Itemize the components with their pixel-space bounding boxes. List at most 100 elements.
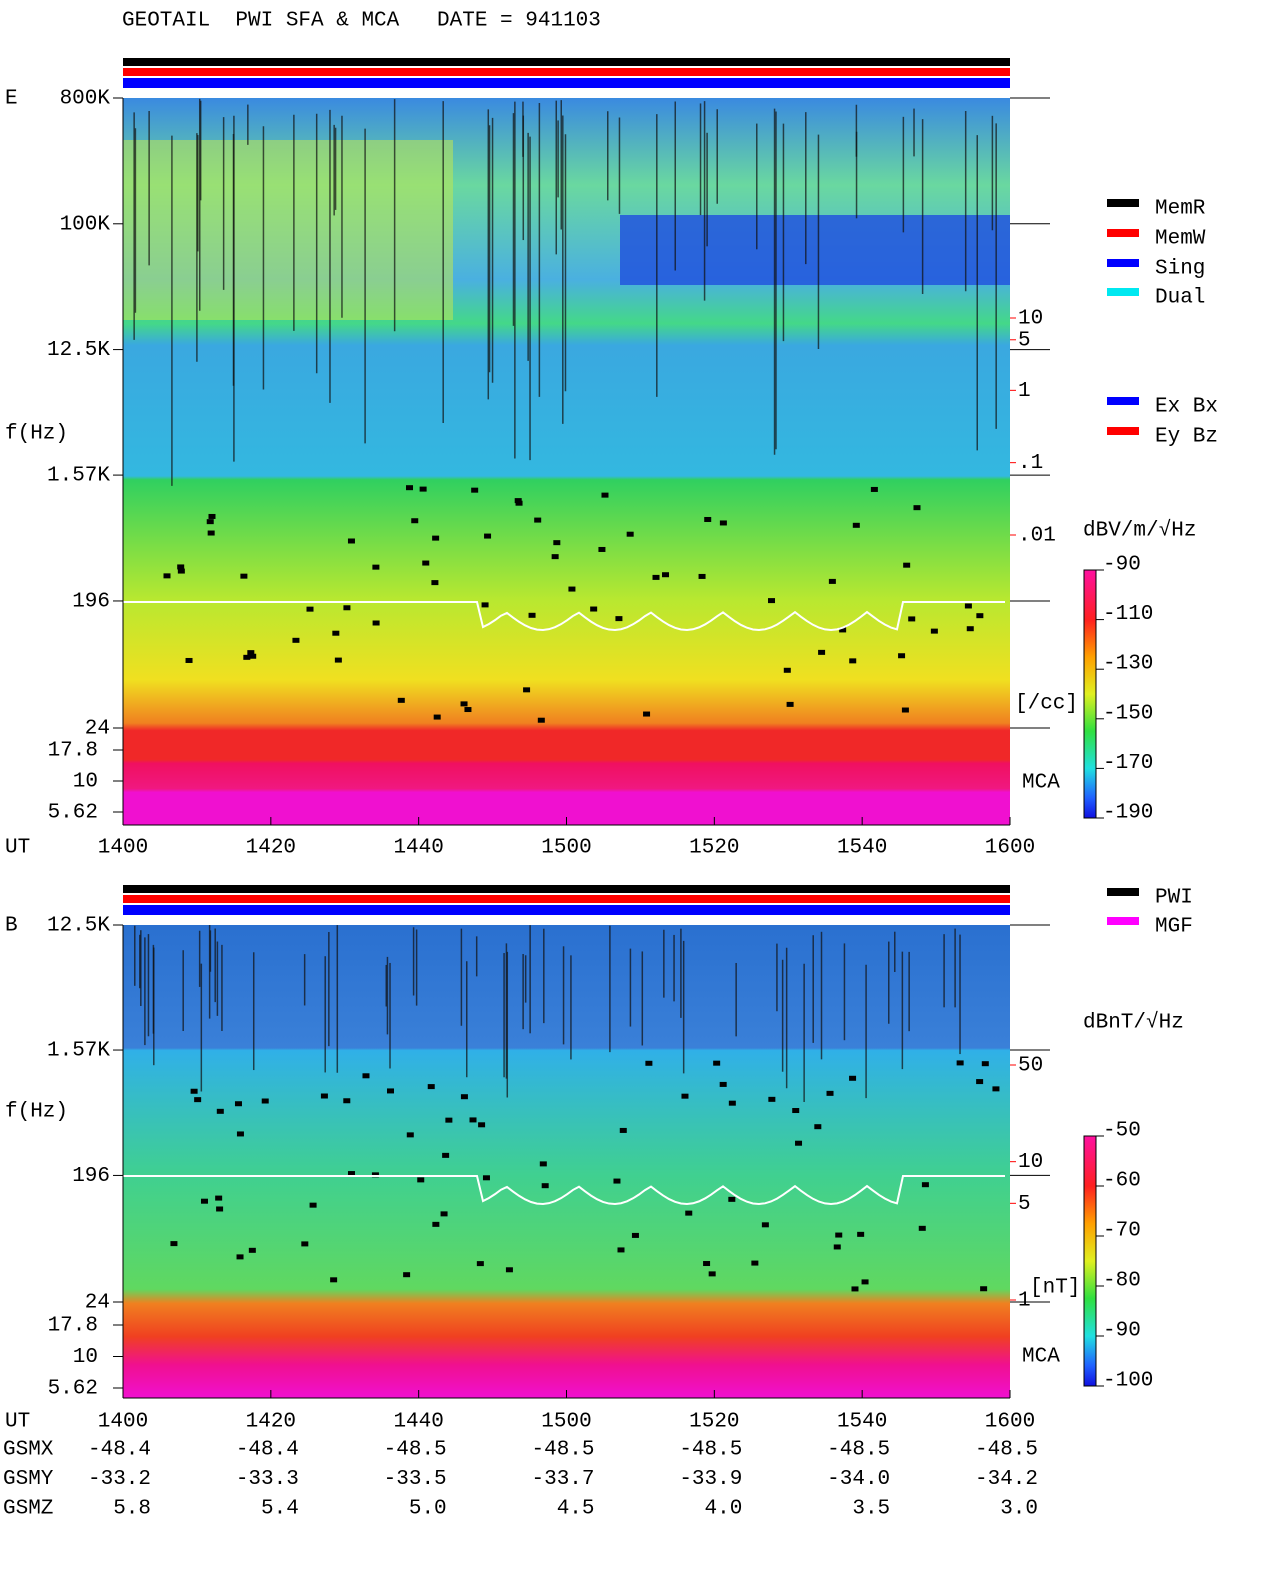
colorbar-tick-label: -170 [1103,752,1153,775]
x-axis-label: UT [5,837,30,860]
legend-label: Ey Bz [1155,426,1218,449]
noise-dot [551,554,559,560]
colorbar-tick-label: -100 [1103,1370,1153,1393]
noise-dot [795,1140,803,1146]
ephemeris-value: -34.2 [975,1468,1038,1491]
colorbar-tick-label: -90 [1103,1320,1141,1343]
panel-label: B [5,915,18,938]
noise-dot [541,1183,549,1189]
noise-dot [332,630,340,636]
noise-dot [261,1098,269,1104]
noise-dot [704,516,712,522]
y-tick-label: 800K [60,88,111,111]
noise-dot [469,1117,477,1123]
mca-tick-label: 17.8 [48,1315,98,1338]
noise-dot [537,717,545,723]
noise-dot [786,701,794,707]
y-tick-label: 24 [85,718,110,741]
status-bar [123,905,1010,915]
noise-dot [432,1221,440,1227]
density-tick-label: 1 [1018,1290,1031,1313]
noise-dot [615,616,623,622]
ephemeris-value: -33.3 [236,1468,299,1491]
mca-tick-label: 10 [73,1346,98,1369]
noise-dot [464,707,472,713]
colorbar-tick-label: -70 [1103,1220,1141,1243]
noise-dot [234,1101,242,1107]
legend-swatch [1107,397,1139,405]
noise-dot [826,1090,834,1096]
ephemeris-value: -48.4 [236,1439,299,1462]
ephemeris-value: 4.5 [557,1498,595,1521]
ephemeris-value: -33.2 [88,1468,151,1491]
spectrogram [123,925,1010,1398]
mca-tick-label: 17.8 [48,740,98,763]
mca-tick-label: 10 [73,771,98,794]
trace-line [123,1175,1005,1206]
noise-dot [918,1225,926,1231]
noise-dot [792,1108,800,1114]
status-bar [123,58,1010,66]
noise-dot [645,1060,653,1066]
ephemeris-value: -48.5 [384,1439,447,1462]
density-label: [nT] [1030,1277,1080,1300]
noise-dot [719,1081,727,1087]
noise-dot [626,531,634,537]
noise-dot [306,606,314,612]
x-tick-label: 1420 [246,1411,296,1434]
density-tick-label: 50 [1018,1055,1043,1078]
status-bar [123,78,1010,88]
noise-dot [857,1231,865,1237]
noise-dot [236,1131,244,1137]
noise-dot [460,701,468,707]
noise-dot [334,657,342,663]
y-tick-label: 1.57K [47,1040,110,1063]
spectrogram-patch [620,215,1010,285]
noise-dot [861,1279,869,1285]
noise-dot [440,1211,448,1217]
ephemeris-value: 5.0 [409,1498,447,1521]
noise-dot [662,572,670,578]
legend-swatch [1107,427,1139,435]
noise-dot [761,1222,769,1228]
noise-dot [681,1093,689,1099]
ephemeris-value: -48.5 [827,1439,890,1462]
legend-label: MemR [1155,198,1206,221]
noise-dot [208,513,216,519]
noise-dot [236,1254,244,1260]
ephemeris-value: 5.8 [113,1498,151,1521]
noise-dot [200,1198,208,1204]
x-tick-label: 1520 [689,837,739,860]
y-tick-label: 196 [72,591,110,614]
noise-dot [170,1241,178,1247]
y-tick-label: 100K [60,213,111,236]
x-tick-label: 1440 [393,1411,443,1434]
noise-dot [194,1097,202,1103]
noise-dot [703,1261,711,1267]
colorbar [1083,569,1097,819]
colorbar-tick-label: -80 [1103,1270,1141,1293]
noise-dot [471,487,479,493]
noise-dot [903,562,911,568]
mca-tick-label: 5.62 [48,1378,98,1401]
noise-dot [728,1100,736,1106]
noise-dot [601,492,609,498]
x-tick-label: 1600 [985,837,1035,860]
noise-dot [921,1182,929,1188]
noise-dot [528,612,536,618]
noise-dot [301,1241,309,1247]
noise-dot [442,1152,450,1158]
noise-dot [243,654,251,660]
noise-dot [163,573,171,579]
noise-dot [419,486,427,492]
x-tick-label: 1500 [541,1411,591,1434]
density-tick-label: 10 [1018,308,1043,331]
noise-dot [643,711,651,717]
noise-dot [372,564,380,570]
noise-dot [309,1202,317,1208]
noise-dot [433,714,441,720]
colorbar [1083,1135,1097,1387]
noise-dot [768,1096,776,1102]
legend-swatch [1107,259,1139,267]
noise-dot [397,697,405,703]
